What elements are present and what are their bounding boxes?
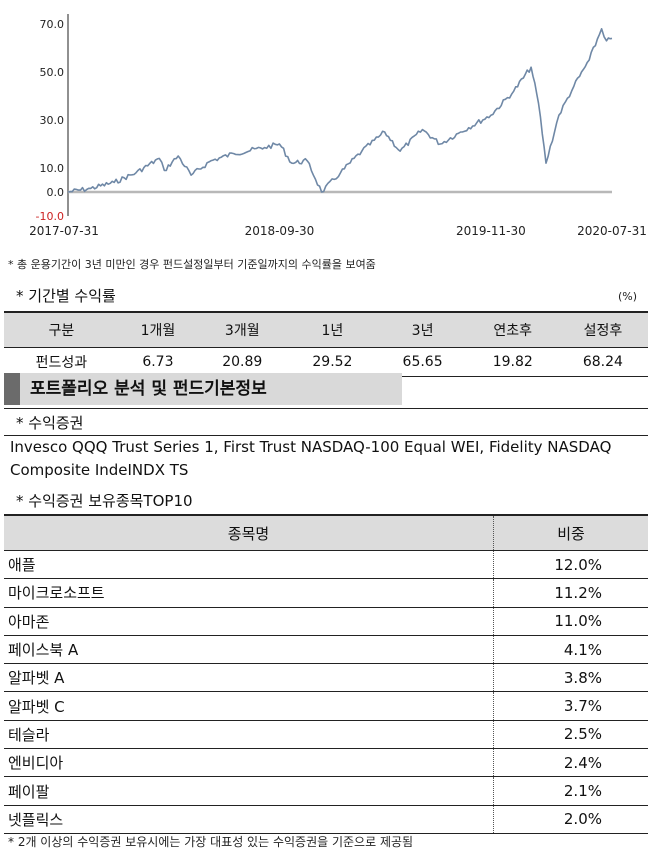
- holding-name: 알파벳 A: [4, 663, 494, 693]
- holdings-header-name: 종목명: [4, 514, 494, 551]
- y-tick-label: 30.0: [40, 114, 65, 127]
- y-tick-label: 10.0: [40, 162, 65, 175]
- return-series-line: [67, 28, 613, 193]
- holdings-header-weight: 비중: [493, 514, 648, 551]
- holding-row: 알파벳 A 3.8%: [4, 663, 648, 693]
- holding-row: 페이팔 2.1%: [4, 776, 648, 806]
- assets-title: * 수익증권: [16, 414, 84, 432]
- holding-weight: 3.8%: [493, 663, 648, 693]
- performance-cell: 20.89: [197, 347, 288, 377]
- performance-header-cell: 3개월: [197, 311, 288, 348]
- performance-header-row: 구분 1개월 3개월 1년 3년 연초후 설정후: [4, 311, 648, 348]
- holding-row: 테슬라 2.5%: [4, 720, 648, 750]
- holding-name: 넷플릭스: [4, 805, 494, 834]
- performance-unit: (%): [617, 290, 637, 303]
- holding-weight: 11.2%: [493, 578, 648, 608]
- portfolio-banner: 포트폴리오 분석 및 펀드기본정보: [4, 373, 402, 405]
- holding-weight: 4.1%: [493, 635, 648, 665]
- y-tick-label: 50.0: [40, 66, 65, 79]
- performance-header-cell: 연초후: [467, 311, 558, 348]
- holding-row: 애플 12.0%: [4, 550, 648, 580]
- holding-row: 마이크로소프트 11.2%: [4, 578, 648, 608]
- performance-header-cell: 3년: [377, 311, 468, 348]
- holding-row: 알파벳 C 3.7%: [4, 691, 648, 721]
- performance-cell: 29.52: [287, 347, 378, 377]
- holding-name: 마이크로소프트: [4, 578, 494, 608]
- holding-row: 엔비디아 2.4%: [4, 748, 648, 778]
- x-tick-label: 2017-07-31: [29, 224, 99, 238]
- performance-cell: 6.73: [118, 347, 198, 377]
- holding-name: 아마존: [4, 607, 494, 636]
- y-tick-label: 0.0: [47, 186, 65, 199]
- holding-row: 페이스북 A 4.1%: [4, 635, 648, 665]
- performance-cell: 68.24: [557, 347, 648, 377]
- performance-header-cell: 1개월: [118, 311, 198, 348]
- y-tick-label: -10.0: [36, 210, 64, 223]
- x-tick-label: 2019-11-30: [456, 224, 526, 238]
- performance-table: 구분 1개월 3개월 1년 3년 연초후 설정후 펀드성과 6.73 20.89…: [4, 311, 648, 377]
- holdings-table: 종목명 비중 애플 12.0% 마이크로소프트 11.2% 아마존 11.0% 페이스…: [4, 514, 648, 834]
- period-note: * 총 운용기간이 3년 미만인 경우 펀드설정일부터 기준일까지의 수익률을 …: [8, 258, 376, 271]
- footnote: * 2개 이상의 수익증권 보유시에는 가장 대표성 있는 수익증권을 기준으로…: [8, 835, 414, 849]
- holding-weight: 2.1%: [493, 776, 648, 806]
- holding-name: 페이팔: [4, 776, 494, 806]
- holdings-title: * 수익증권 보유종목TOP10: [16, 492, 193, 510]
- performance-header-cell: 구분: [4, 311, 119, 348]
- performance-cell: 19.82: [467, 347, 558, 377]
- holding-weight: 3.7%: [493, 691, 648, 721]
- x-tick-label: 2020-07-31: [577, 224, 647, 238]
- performance-header-cell: 설정후: [557, 311, 648, 348]
- x-tick-label: 2018-09-30: [245, 224, 315, 238]
- holding-row: 아마존 11.0%: [4, 607, 648, 636]
- performance-header-cell: 1년: [287, 311, 378, 348]
- divider: [4, 435, 648, 436]
- holding-weight: 11.0%: [493, 607, 648, 636]
- return-chart: 70.0 50.0 30.0 10.0 0.0 -10.0 2017-07-31 2018-0…: [0, 0, 651, 248]
- performance-row: 펀드성과 6.73 20.89 29.52 65.65 19.82 68.24: [4, 347, 648, 377]
- holdings-header-row: 종목명 비중: [4, 514, 648, 551]
- holding-weight: 2.4%: [493, 748, 648, 778]
- holding-weight: 12.0%: [493, 550, 648, 580]
- divider: [4, 408, 648, 409]
- holding-name: 알파벳 C: [4, 691, 494, 721]
- performance-cell: 65.65: [377, 347, 468, 377]
- holding-weight: 2.0%: [493, 805, 648, 834]
- holding-name: 애플: [4, 550, 494, 580]
- y-tick-label: 70.0: [40, 18, 65, 31]
- holding-weight: 2.5%: [493, 720, 648, 750]
- holding-row: 넷플릭스 2.0%: [4, 805, 648, 834]
- holding-name: 페이스북 A: [4, 635, 494, 665]
- performance-title: * 기간별 수익률: [16, 287, 116, 305]
- assets-text: Invesco QQQ Trust Series 1, First Trust …: [10, 438, 612, 479]
- holding-name: 엔비디아: [4, 748, 494, 778]
- holding-name: 테슬라: [4, 720, 494, 750]
